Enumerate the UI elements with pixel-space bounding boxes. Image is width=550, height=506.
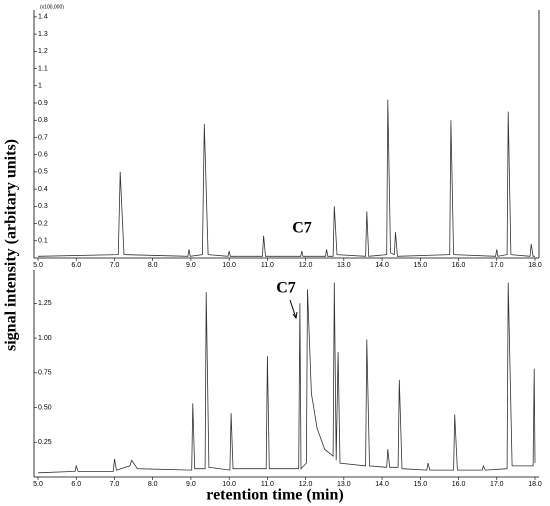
x-tick-label: 7.0 xyxy=(110,262,120,269)
y-tick-label: 1.25 xyxy=(38,300,52,307)
y-tick-label: 0.5 xyxy=(38,169,48,176)
annotation: C7 xyxy=(276,280,296,297)
x-tick-label: 18.0 xyxy=(528,262,542,269)
annotation: C7 xyxy=(292,220,312,237)
x-tick-label: 17.0 xyxy=(490,262,504,269)
x-tick-label: 15.0 xyxy=(413,262,427,269)
y-tick-label: 1.00 xyxy=(38,335,52,342)
x-tick-label: 16.0 xyxy=(452,262,466,269)
y-tick-label: 0.7 xyxy=(38,134,48,141)
y-tick-label: 0.2 xyxy=(38,220,48,227)
chromatogram-line xyxy=(37,282,536,474)
y-tick-label: 1.2 xyxy=(38,48,48,55)
x-tick-label: 14.0 xyxy=(375,481,389,488)
arrow-head xyxy=(292,311,298,320)
annotation: (x100,000) xyxy=(40,4,64,10)
y-tick-label: 1.3 xyxy=(38,31,48,38)
x-tick-label: 5.0 xyxy=(33,262,43,269)
x-tick-label: 9.0 xyxy=(186,481,196,488)
x-tick-label: 6.0 xyxy=(71,481,81,488)
y-tick-label: 0.8 xyxy=(38,117,48,124)
x-tick-label: 11.0 xyxy=(261,481,274,488)
y-tick-label: 0.50 xyxy=(38,404,52,411)
x-tick-label: 12.0 xyxy=(299,481,313,488)
x-tick-label: 13.0 xyxy=(337,481,351,488)
x-tick-label: 17.0 xyxy=(490,481,504,488)
x-tick-label: 8.0 xyxy=(148,262,158,269)
x-tick-label: 10.0 xyxy=(222,481,236,488)
x-axis-label: retention time (min) xyxy=(206,487,343,504)
chromatogram-line xyxy=(37,99,535,257)
x-tick-label: 12.0 xyxy=(299,262,313,269)
x-tick-label: 16.0 xyxy=(452,481,466,488)
x-tick-label: 8.0 xyxy=(148,481,158,488)
x-tick-label: 6.0 xyxy=(71,262,81,269)
x-tick-label: 11.0 xyxy=(261,262,274,269)
x-tick-label: 14.0 xyxy=(375,262,389,269)
y-tick-label: 0.25 xyxy=(38,439,52,446)
y-tick-label: 1.4 xyxy=(38,14,48,21)
x-tick-label: 15.0 xyxy=(413,481,427,488)
y-tick-label: 0.75 xyxy=(38,370,52,377)
y-tick-label: 0.1 xyxy=(38,238,48,245)
y-tick-label: 0.4 xyxy=(38,186,48,193)
y-axis-label: signal intensity (arbitary units) xyxy=(3,139,20,351)
x-tick-label: 9.0 xyxy=(186,262,196,269)
x-tick-label: 7.0 xyxy=(110,481,120,488)
y-tick-label: 1.1 xyxy=(38,65,48,72)
y-tick-label: 0.9 xyxy=(38,100,48,107)
x-tick-label: 5.0 xyxy=(33,481,43,488)
x-tick-label: 13.0 xyxy=(337,262,351,269)
y-tick-label: 1 xyxy=(38,83,42,90)
y-tick-label: 0.3 xyxy=(38,203,48,210)
x-tick-label: 18.0 xyxy=(528,481,542,488)
annotation-arrow xyxy=(289,299,297,319)
x-tick-label: 10.0 xyxy=(222,262,236,269)
y-tick-label: 0.6 xyxy=(38,152,48,159)
